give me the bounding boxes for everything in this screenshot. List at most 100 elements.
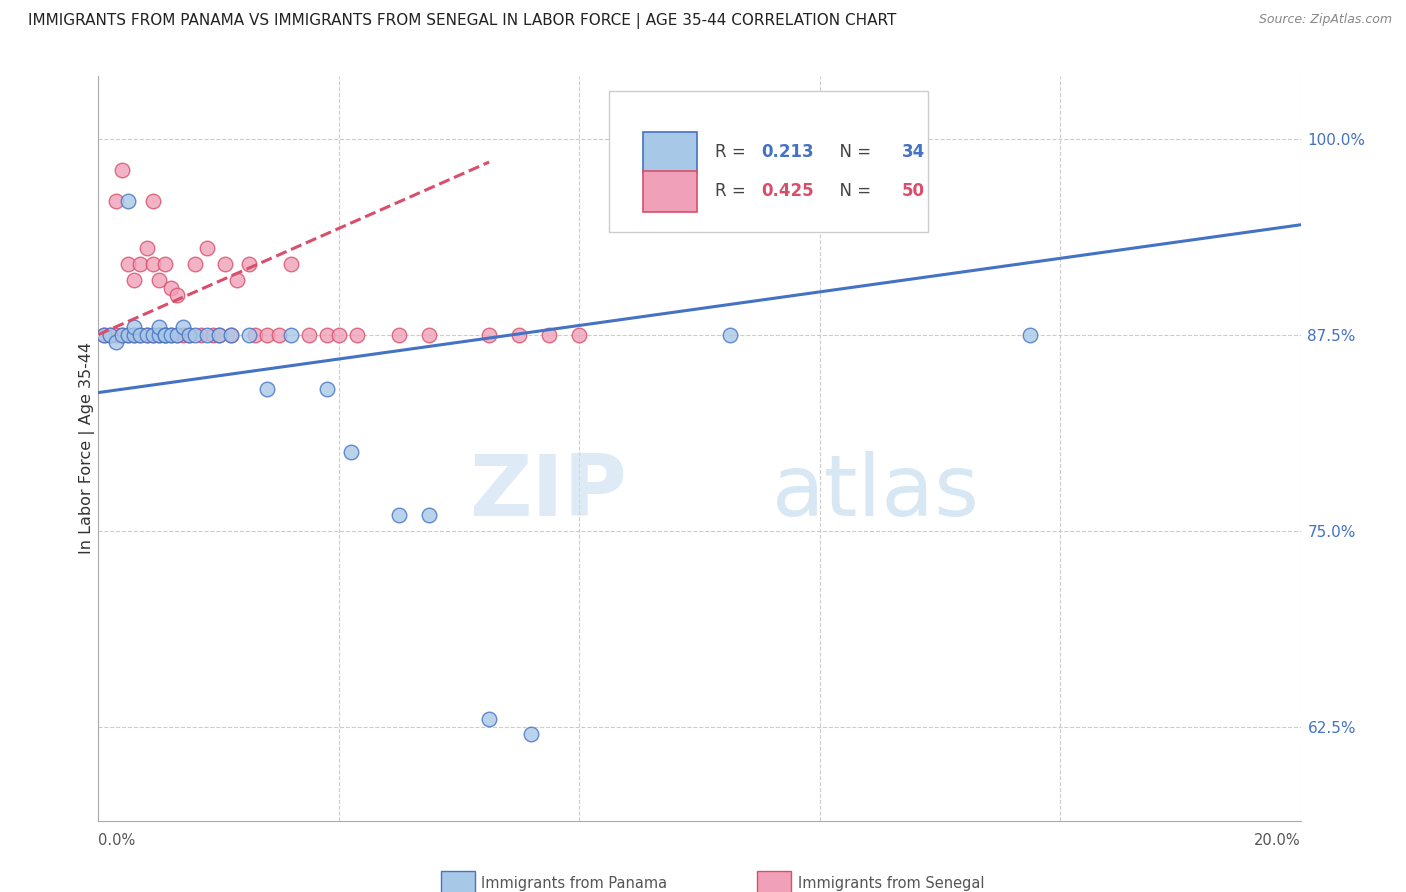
Bar bbox=[758, 871, 790, 892]
Point bbox=[201, 327, 224, 342]
Point bbox=[328, 327, 350, 342]
Point bbox=[225, 273, 247, 287]
Point bbox=[159, 327, 181, 342]
FancyBboxPatch shape bbox=[609, 91, 928, 232]
Point bbox=[159, 327, 181, 342]
Bar bbox=[643, 170, 697, 211]
Point bbox=[93, 327, 115, 342]
Point bbox=[117, 327, 139, 342]
Text: atlas: atlas bbox=[772, 451, 980, 534]
Point bbox=[208, 327, 231, 342]
Point bbox=[148, 273, 170, 287]
Point bbox=[478, 712, 501, 726]
Point bbox=[238, 257, 260, 271]
Point bbox=[129, 327, 152, 342]
Y-axis label: In Labor Force | Age 35-44: In Labor Force | Age 35-44 bbox=[79, 343, 96, 554]
Point bbox=[141, 194, 163, 209]
Point bbox=[219, 327, 242, 342]
Point bbox=[177, 327, 200, 342]
Text: 0.425: 0.425 bbox=[761, 182, 814, 201]
Text: ZIP: ZIP bbox=[470, 451, 627, 534]
Point bbox=[166, 288, 188, 302]
Point bbox=[141, 257, 163, 271]
Point bbox=[166, 327, 188, 342]
Text: R =: R = bbox=[716, 143, 751, 161]
Text: Immigrants from Panama: Immigrants from Panama bbox=[481, 877, 666, 891]
Point bbox=[243, 327, 266, 342]
Point bbox=[135, 327, 157, 342]
Text: Immigrants from Senegal: Immigrants from Senegal bbox=[799, 877, 984, 891]
Point bbox=[153, 257, 176, 271]
Point bbox=[195, 241, 218, 255]
Text: R =: R = bbox=[716, 182, 751, 201]
Bar bbox=[441, 871, 475, 892]
Point bbox=[172, 327, 194, 342]
Point bbox=[148, 327, 170, 342]
Text: 0.0%: 0.0% bbox=[98, 833, 135, 848]
Point bbox=[508, 327, 530, 342]
Point bbox=[256, 327, 278, 342]
Point bbox=[190, 327, 212, 342]
Point bbox=[478, 327, 501, 342]
Point bbox=[111, 162, 134, 177]
Point bbox=[105, 194, 128, 209]
Point bbox=[129, 327, 152, 342]
Point bbox=[105, 335, 128, 350]
Point bbox=[238, 327, 260, 342]
Point bbox=[346, 327, 368, 342]
Point bbox=[159, 280, 181, 294]
Point bbox=[124, 327, 146, 342]
Point bbox=[315, 327, 337, 342]
Point bbox=[148, 319, 170, 334]
Point bbox=[340, 445, 363, 459]
Point bbox=[280, 327, 302, 342]
Point bbox=[141, 327, 163, 342]
Point bbox=[183, 327, 205, 342]
Text: 34: 34 bbox=[901, 143, 925, 161]
Point bbox=[166, 327, 188, 342]
Text: 20.0%: 20.0% bbox=[1254, 833, 1301, 848]
Point bbox=[219, 327, 242, 342]
Point bbox=[153, 327, 176, 342]
Point bbox=[141, 327, 163, 342]
Bar bbox=[643, 132, 697, 173]
Point bbox=[153, 327, 176, 342]
Point bbox=[298, 327, 321, 342]
Point bbox=[117, 257, 139, 271]
Point bbox=[538, 327, 561, 342]
Point bbox=[117, 194, 139, 209]
Text: IMMIGRANTS FROM PANAMA VS IMMIGRANTS FROM SENEGAL IN LABOR FORCE | AGE 35-44 COR: IMMIGRANTS FROM PANAMA VS IMMIGRANTS FRO… bbox=[28, 13, 897, 29]
Point bbox=[267, 327, 290, 342]
Point bbox=[93, 327, 115, 342]
Point bbox=[135, 241, 157, 255]
Point bbox=[148, 327, 170, 342]
Point bbox=[117, 327, 139, 342]
Point bbox=[177, 327, 200, 342]
Text: Source: ZipAtlas.com: Source: ZipAtlas.com bbox=[1258, 13, 1392, 27]
Point bbox=[105, 327, 128, 342]
Point bbox=[135, 327, 157, 342]
Point bbox=[418, 508, 440, 522]
Point bbox=[520, 727, 543, 741]
Text: N =: N = bbox=[830, 143, 877, 161]
Point bbox=[1019, 327, 1042, 342]
Point bbox=[124, 327, 146, 342]
Text: 0.213: 0.213 bbox=[761, 143, 814, 161]
Point bbox=[388, 327, 411, 342]
Point bbox=[124, 273, 146, 287]
Point bbox=[280, 257, 302, 271]
Point bbox=[172, 319, 194, 334]
Point bbox=[208, 327, 231, 342]
Point bbox=[100, 327, 122, 342]
Point bbox=[111, 327, 134, 342]
Point bbox=[388, 508, 411, 522]
Point bbox=[214, 257, 236, 271]
Point bbox=[124, 319, 146, 334]
Text: N =: N = bbox=[830, 182, 877, 201]
Point bbox=[111, 327, 134, 342]
Point bbox=[100, 327, 122, 342]
Point bbox=[568, 327, 591, 342]
Point bbox=[718, 327, 741, 342]
Point bbox=[256, 383, 278, 397]
Point bbox=[418, 327, 440, 342]
